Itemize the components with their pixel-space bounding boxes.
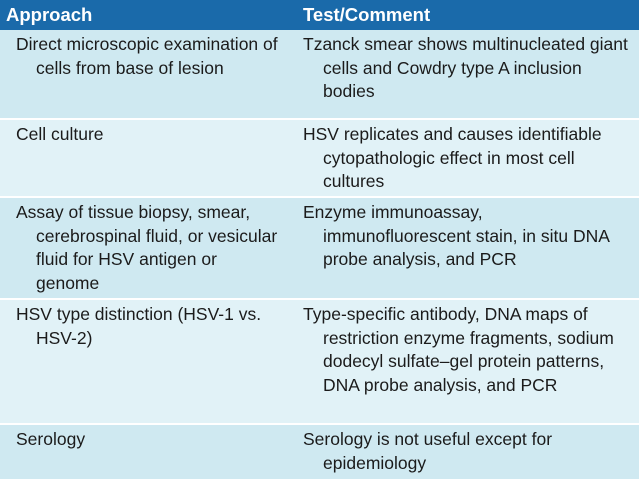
approach-text: HSV type distinction (HSV-1 vs. HSV-2) <box>16 304 262 348</box>
comment-text: Enzyme immunoassay, immunofluorescent st… <box>303 202 609 269</box>
approach-cell: HSV type distinction (HSV-1 vs. HSV-2) <box>0 300 289 423</box>
comment-text: Tzanck smear shows multinucleated giant … <box>303 34 628 101</box>
table-row: Assay of tissue biopsy, smear, cerebrosp… <box>0 196 639 298</box>
comment-text: Type-specific antibody, DNA maps of rest… <box>303 304 614 395</box>
table-row: Serology Serology is not useful except f… <box>0 423 639 479</box>
approach-cell: Direct microscopic examination of cells … <box>0 30 289 118</box>
table-row: HSV type distinction (HSV-1 vs. HSV-2) T… <box>0 298 639 423</box>
header-test-comment: Test/Comment <box>303 4 431 25</box>
comment-cell: HSV replicates and causes identifiable c… <box>289 120 639 196</box>
approach-cell: Assay of tissue biopsy, smear, cerebrosp… <box>0 198 289 298</box>
comment-cell: Enzyme immunoassay, immunofluorescent st… <box>289 198 639 298</box>
table-body: Direct microscopic examination of cells … <box>0 30 639 479</box>
approach-text: Cell culture <box>16 124 104 144</box>
table-row: Direct microscopic examination of cells … <box>0 30 639 118</box>
table-row: Cell culture HSV replicates and causes i… <box>0 118 639 196</box>
table-header: Approach Test/Comment <box>0 0 639 30</box>
approach-text: Serology <box>16 429 86 449</box>
comment-cell: Tzanck smear shows multinucleated giant … <box>289 30 639 118</box>
comment-cell: Serology is not useful except for epidem… <box>289 425 639 479</box>
approach-text: Assay of tissue biopsy, smear, cerebrosp… <box>16 202 278 293</box>
comment-text: Serology is not useful except for epidem… <box>303 429 553 473</box>
header-approach: Approach <box>6 4 93 25</box>
approach-cell: Serology <box>0 425 289 479</box>
comment-cell: Type-specific antibody, DNA maps of rest… <box>289 300 639 423</box>
approach-text: Direct microscopic examination of cells … <box>16 34 278 78</box>
approach-cell: Cell culture <box>0 120 289 196</box>
comment-text: HSV replicates and causes identifiable c… <box>303 124 602 191</box>
